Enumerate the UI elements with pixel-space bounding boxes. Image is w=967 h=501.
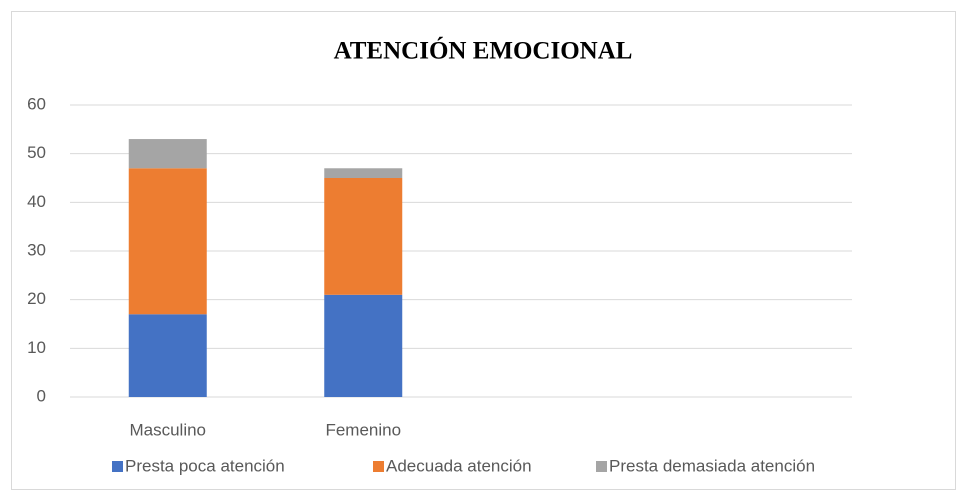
y-tick-label: 0	[37, 386, 46, 405]
bar-segment	[128, 314, 207, 397]
legend-label: Presta poca atención	[125, 456, 285, 475]
y-tick-label: 50	[27, 143, 46, 162]
chart-title: ATENCIÓN EMOCIONAL	[334, 37, 633, 65]
legend-label: Adecuada atención	[386, 456, 532, 475]
y-tick-label: 60	[27, 94, 46, 113]
legend-swatch	[596, 461, 607, 472]
y-tick-label: 10	[27, 338, 46, 357]
y-tick-label: 30	[27, 240, 46, 259]
legend-swatch	[112, 461, 123, 472]
x-tick-label: Femenino	[325, 420, 401, 439]
x-tick-label: Masculino	[129, 420, 206, 439]
y-tick-label: 20	[27, 289, 46, 308]
y-tick-label: 40	[27, 192, 46, 211]
bar-segment	[128, 168, 207, 315]
bar-segment	[324, 178, 403, 295]
bar-segment	[324, 168, 403, 178]
legend-label: Presta demasiada atención	[609, 456, 815, 475]
bar-segment	[128, 139, 207, 169]
legend-swatch	[373, 461, 384, 472]
bar-segment	[324, 294, 403, 397]
